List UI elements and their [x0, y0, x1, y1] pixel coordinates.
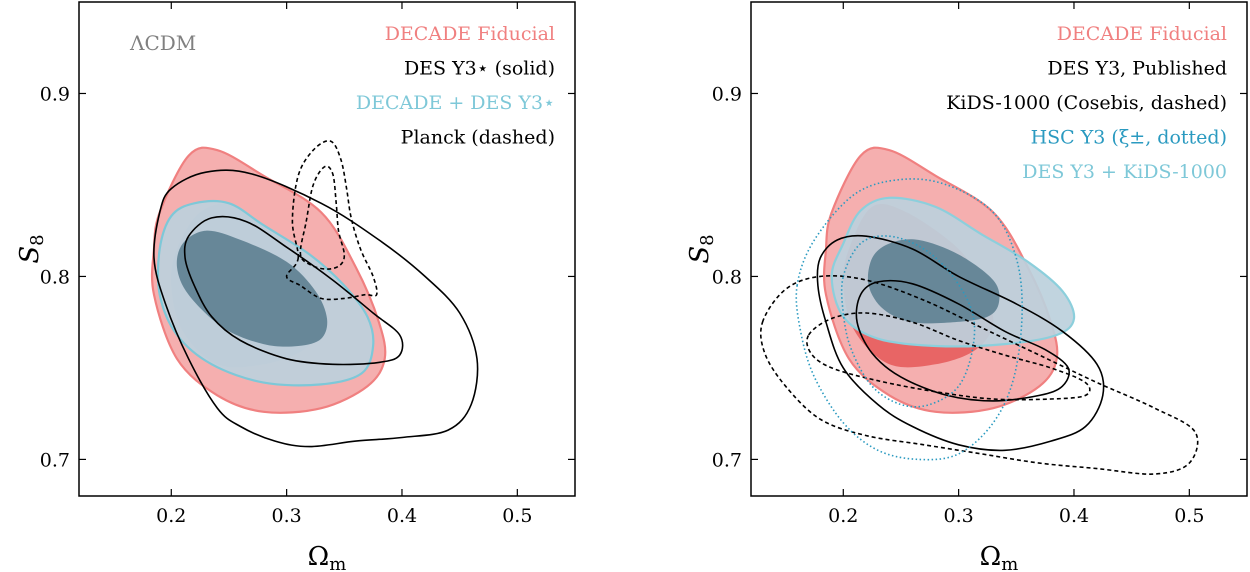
legend-entry-decade-fiducial: DECADE Fiducial — [1057, 23, 1227, 45]
legend-entry-kids-1000-cosebis-dashed: KiDS-1000 (Cosebis, dashed) — [946, 92, 1227, 114]
y-axis-label-right: S8 — [685, 234, 718, 263]
contour-decade-des-y3-68 — [176, 230, 328, 347]
x-tick-label: 0.3 — [272, 505, 302, 527]
legend-entry-planck-dashed: Planck (dashed) — [401, 127, 555, 149]
contour-hsc-y3-dotted-68 — [840, 235, 976, 408]
contour-planck-dashed-68 — [299, 165, 346, 270]
model-annotation: ΛCDM — [129, 31, 196, 55]
x-tick-label: 0.4 — [387, 505, 417, 527]
legend-entry-des-y3-kids-1000: DES Y3 + KiDS-1000 — [1022, 161, 1227, 183]
contour-des-y3-published-95 — [816, 234, 1105, 452]
contour-kids-1000-cosebis-dashed-95 — [759, 274, 1199, 475]
x-tick-label: 0.3 — [944, 505, 974, 527]
contour-des-y3-solid-68 — [183, 215, 404, 366]
plot-frame-left — [78, 1, 576, 497]
legend-entry-decade-des-y3: DECADE + DES Y3⋆ — [356, 92, 555, 114]
x-axis-label-right: Ωm — [980, 542, 1019, 572]
y-tick-label: 0.8 — [40, 266, 70, 288]
y-tick-label: 0.9 — [40, 83, 70, 105]
panel-left: 0.2 0.3 0.4 0.5 0.7 0.8 0.9 ΛCDM DECADE Fiduci… — [15, 1, 576, 572]
legend-entry-des-y3-solid: DES Y3⋆ (solid) — [404, 58, 555, 80]
panel-right: 0.2 0.3 0.4 0.5 0.7 0.8 0.9 DECADE Fiducial DES… — [685, 1, 1248, 572]
contour-kids-1000-cosebis-dashed-68 — [806, 312, 1091, 401]
y-axis-label-left: S8 — [15, 234, 48, 263]
legend: DECADE Fiducial DES Y3, Published KiDS-100… — [946, 23, 1227, 183]
x-tick-label: 0.2 — [156, 505, 186, 527]
y-tick-label: 0.7 — [40, 449, 70, 471]
legend-entry-hsc-y3-dotted: HSC Y3 (ξ±, dotted) — [1031, 127, 1227, 149]
x-axis-label-left: Ωm — [308, 542, 347, 572]
y-tick-label: 0.9 — [712, 83, 742, 105]
legend-entry-decade-fiducial: DECADE Fiducial — [385, 23, 555, 45]
plot-frame-right — [750, 1, 1248, 497]
x-tick-label: 0.2 — [828, 505, 858, 527]
contour-des-y3-kids-1000-68 — [867, 239, 1000, 324]
legend: DECADE Fiducial DES Y3⋆ (solid) DECADE + D… — [356, 23, 555, 149]
x-tick-label: 0.4 — [1059, 505, 1089, 527]
y-tick-label: 0.8 — [712, 266, 742, 288]
contour-hsc-y3-dotted-95 — [795, 178, 1023, 461]
y-tick-label: 0.7 — [712, 449, 742, 471]
contour-des-y3-published-68 — [855, 279, 1070, 402]
legend-entry-des-y3-published: DES Y3, Published — [1047, 58, 1227, 80]
x-tick-label: 0.5 — [502, 505, 532, 527]
contour-planck-dashed-95 — [285, 139, 378, 301]
x-tick-label: 0.5 — [1174, 505, 1204, 527]
contour-des-y3-solid-95 — [153, 169, 479, 448]
